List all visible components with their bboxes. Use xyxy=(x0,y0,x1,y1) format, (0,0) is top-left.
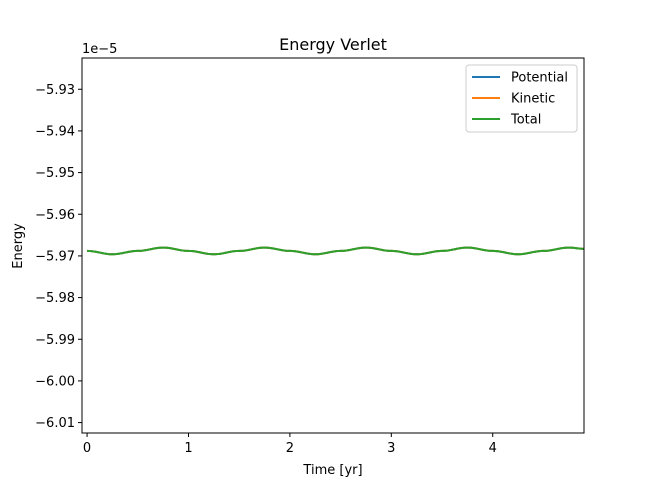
legend-label-potential: Potential xyxy=(511,71,568,86)
x-tick-label: 4 xyxy=(489,441,497,456)
y-tick-label: −5.96 xyxy=(35,208,75,223)
y-tick-label: −5.98 xyxy=(35,291,75,306)
x-tick-label: 1 xyxy=(184,441,192,456)
y-tick-label: −5.99 xyxy=(35,333,75,348)
series-layer xyxy=(87,246,585,256)
y-ticks: −5.93 −5.94 −5.95 −5.96 −5.97 −5.98 −5.99 −6.00… xyxy=(35,83,82,431)
y-tick-label: −6.00 xyxy=(35,374,75,389)
y-tick-label: −5.95 xyxy=(35,166,75,181)
y-tick-label: −5.94 xyxy=(35,124,75,139)
chart-title: Energy Verlet xyxy=(279,35,387,54)
legend-entries: Potential Kinetic Total xyxy=(472,71,568,128)
legend: Potential Kinetic Total xyxy=(465,64,578,133)
y-tick-label: −5.93 xyxy=(35,83,75,98)
x-axis-label: Time [yr] xyxy=(302,463,362,478)
y-offset-text: 1e−5 xyxy=(82,42,117,57)
x-tick-label: 0 xyxy=(83,441,91,456)
legend-box xyxy=(465,64,578,133)
legend-label-kinetic: Kinetic xyxy=(511,92,555,107)
y-axis-label: Energy xyxy=(11,223,26,269)
x-ticks: 0 1 2 3 4 xyxy=(83,433,497,456)
y-tick-label: −5.97 xyxy=(35,249,75,264)
x-tick-label: 2 xyxy=(286,441,294,456)
y-tick-label: −6.01 xyxy=(35,416,75,431)
plot-frame xyxy=(81,57,585,434)
x-tick-label: 3 xyxy=(387,441,395,456)
series-line-total xyxy=(87,246,585,256)
legend-label-total: Total xyxy=(510,113,541,128)
